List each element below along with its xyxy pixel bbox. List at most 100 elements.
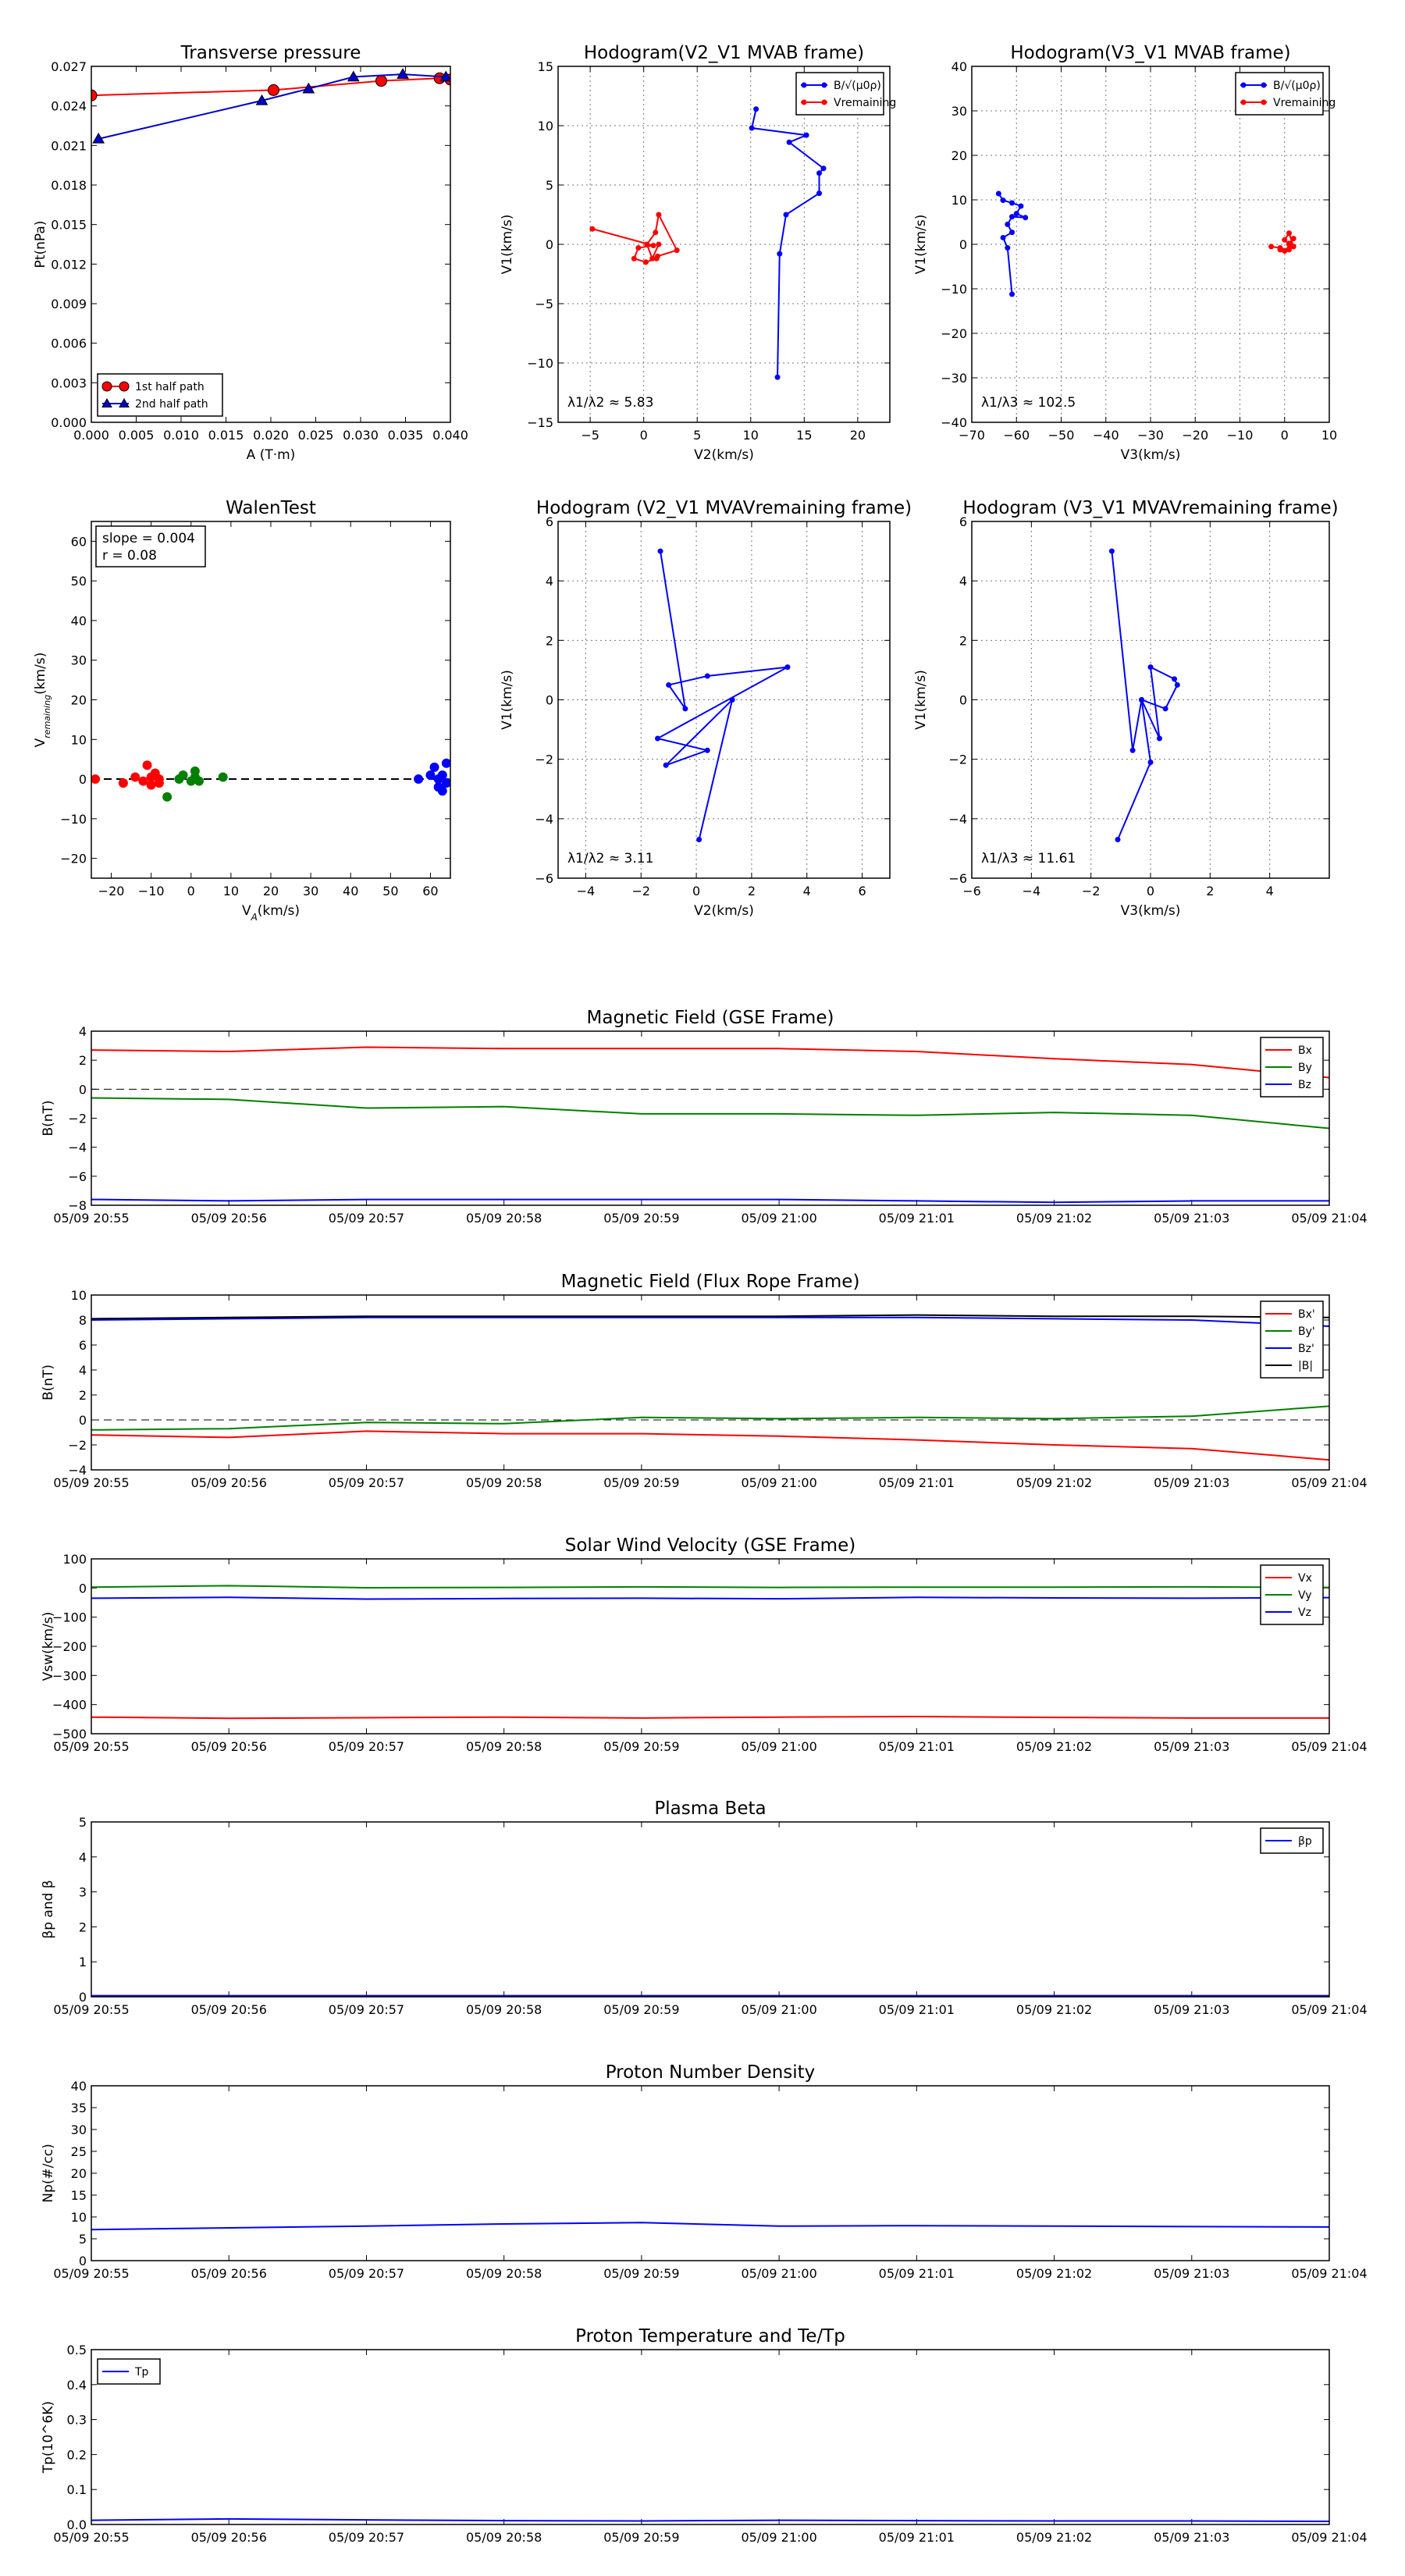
legend-marker <box>821 82 827 88</box>
x-tick-label: 05/09 20:59 <box>603 1475 679 1490</box>
y-axis-label: V1(km/s) <box>500 670 515 730</box>
data-point <box>1129 747 1136 753</box>
legend-label: Bx <box>1298 1044 1312 1057</box>
x-tick-label: 05/09 21:04 <box>1291 1211 1367 1226</box>
y-tick-label: 0 <box>79 1581 87 1596</box>
data-layer <box>91 1314 1329 1461</box>
x-tick-label: 05/09 21:02 <box>1016 1211 1092 1226</box>
data-point <box>439 70 450 82</box>
y-tick-label: −500 <box>52 1727 87 1742</box>
y-tick-label: −6 <box>68 1169 87 1184</box>
y-axis-label: Pt(nPa) <box>33 221 48 269</box>
legend-label: By <box>1298 1062 1312 1074</box>
data-point <box>1290 236 1297 242</box>
data-point <box>729 697 735 703</box>
data-point <box>1000 234 1006 240</box>
legend-marker <box>1240 99 1247 105</box>
y-tick-label: −30 <box>941 371 967 386</box>
x-tick-label: 05/09 20:58 <box>466 2530 542 2545</box>
data-point <box>1290 244 1297 250</box>
data-point <box>146 780 156 790</box>
data-point <box>1023 215 1029 221</box>
y-tick-label: −20 <box>941 326 967 341</box>
y-axis-label: βp and β <box>41 1880 56 1938</box>
x-tick-label: 05/09 20:55 <box>53 1211 129 1226</box>
chart-annotation: λ1/λ3 ≈ 11.61 <box>981 851 1076 866</box>
y-tick-label: −10 <box>527 356 553 371</box>
data-layer <box>1108 548 1180 842</box>
data-point <box>1009 214 1016 220</box>
y-axis-label: V1(km/s) <box>913 215 929 275</box>
x-tick-label: 05/09 21:01 <box>879 1475 955 1490</box>
y-tick-label: 0.4 <box>67 2378 87 2393</box>
legend-marker <box>801 82 807 88</box>
y-tick-label: 0.1 <box>67 2482 87 2497</box>
x-tick-label: 05/09 21:03 <box>1154 1211 1229 1226</box>
series-line-series-0 <box>1111 550 1179 840</box>
y-axis-label: Tp(10^6K) <box>41 2401 56 2474</box>
data-point <box>1115 836 1121 842</box>
x-tick-label: 05/09 21:00 <box>741 2530 816 2545</box>
x-tick-label: 05/09 21:02 <box>1016 2002 1092 2017</box>
legend-box <box>795 72 884 116</box>
x-tick-label: 0 <box>1281 428 1289 443</box>
data-point <box>130 772 140 782</box>
legend: Bx By Bz <box>1260 1037 1324 1098</box>
chart-h3: Hodogram (V2_V1 MVAVremaining frame) −4 −2… <box>500 498 912 919</box>
y-axis-label: V1(km/s) <box>913 670 929 730</box>
y-tick-label: 5 <box>79 2232 87 2247</box>
y-tick-label: 40 <box>71 614 87 628</box>
data-point <box>190 766 200 776</box>
chart-title: Hodogram (V2_V1 MVAVremaining frame) <box>536 498 912 518</box>
data-point <box>1013 211 1019 217</box>
x-tick-label: 05/09 21:01 <box>879 1739 955 1754</box>
x-axis-label: V2(km/s) <box>694 903 754 919</box>
data-point <box>91 774 101 785</box>
x-tick-label: 05/09 20:56 <box>191 1211 267 1226</box>
legend: Vx Vy Vz <box>1260 1564 1324 1625</box>
x-tick-label: 05/09 21:02 <box>1016 1739 1092 1754</box>
axes-frame <box>91 1030 1330 1206</box>
x-tick-label: 05/09 20:57 <box>329 1211 404 1226</box>
x-tick-label: 05/09 21:01 <box>879 2266 955 2281</box>
data-point <box>820 165 827 172</box>
series-line-series-0 <box>655 550 788 840</box>
x-tick-label: 05/09 20:59 <box>603 2266 679 2281</box>
x-tick-label: 0.015 <box>208 428 244 443</box>
data-point <box>194 776 204 786</box>
data-point <box>749 125 755 131</box>
chart-annotation: λ1/λ3 ≈ 102.5 <box>981 395 1076 411</box>
y-tick-label: −6 <box>948 871 967 886</box>
y-tick-label: 15 <box>71 2188 87 2203</box>
x-axis-label: VA(km/s) <box>242 903 300 923</box>
x-tick-label: −50 <box>1048 428 1075 443</box>
x-tick-label: 05/09 20:59 <box>603 2530 679 2545</box>
axes-frame <box>91 1558 1330 1735</box>
x-tick-label: 05/09 21:04 <box>1291 2530 1367 2545</box>
y-tick-label: 20 <box>951 148 967 163</box>
chart-title: Hodogram(V3_V1 MVAB frame) <box>1010 43 1290 63</box>
data-point <box>656 212 662 218</box>
axes-frame <box>557 521 891 879</box>
x-tick-label: 05/09 20:59 <box>603 1739 679 1754</box>
axes-frame <box>971 521 1330 879</box>
x-tick-label: 05/09 21:04 <box>1291 2266 1367 2281</box>
data-point <box>1282 248 1288 254</box>
legend-marker <box>801 99 807 105</box>
data-point <box>635 245 642 251</box>
data-point <box>777 251 783 257</box>
x-tick-label: −2 <box>631 884 650 898</box>
data-point <box>1018 203 1024 209</box>
x-tick-label: 05/09 20:56 <box>191 2530 267 2545</box>
legend-label: Vz <box>1298 1606 1311 1619</box>
y-tick-label: 10 <box>71 732 87 747</box>
data-layer <box>91 1046 1329 1204</box>
y-tick-label: 0.003 <box>51 375 87 390</box>
x-tick-label: −4 <box>1023 884 1041 898</box>
chart-title: Proton Number Density <box>606 2062 816 2083</box>
chart-ts3: Solar Wind Velocity (GSE Frame) 05/09 20:… <box>41 1535 1368 1754</box>
legend-marker <box>119 381 130 392</box>
axes-frame <box>91 66 451 423</box>
series-line-2nd-half-path <box>98 73 446 140</box>
y-tick-label: 2 <box>959 633 967 648</box>
